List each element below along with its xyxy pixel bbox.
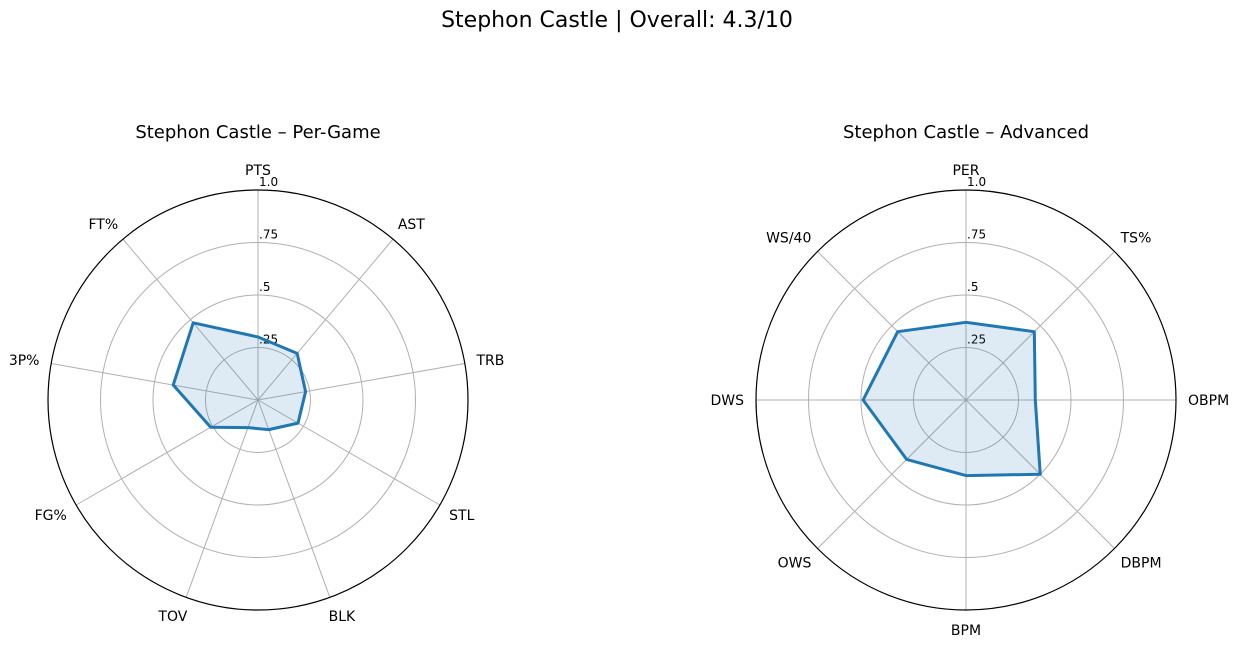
spoke-ts-pct xyxy=(965,251,1115,401)
spoke-stl xyxy=(257,399,441,506)
axis-label-bpm: BPM xyxy=(951,623,981,639)
axis-label-obpm: OBPM xyxy=(1188,393,1229,409)
radial-tick-label: .5 xyxy=(259,280,270,294)
spoke-fg-pct xyxy=(75,399,259,506)
data-area xyxy=(173,322,306,430)
spoke-blk xyxy=(257,399,331,598)
radial-tick-label: .25 xyxy=(967,333,986,347)
data-line xyxy=(171,321,308,432)
axis-label-ft-pct: FT% xyxy=(88,217,118,233)
axis-label-stl: STL xyxy=(449,508,474,524)
spoke-ast xyxy=(257,238,394,401)
data-area xyxy=(863,322,1041,476)
axis-label-ast: AST xyxy=(398,217,425,233)
axis-label-ws-40: WS/40 xyxy=(766,230,811,246)
polar-frame xyxy=(755,189,1177,611)
panel-title: Stephon Castle – Per-Game xyxy=(135,122,380,143)
radial-tick-label: .75 xyxy=(967,228,986,242)
axis-label-ows: OWS xyxy=(778,556,812,572)
data-line xyxy=(861,320,1042,478)
axis-label-per: PER xyxy=(952,163,979,179)
axis-label-fg-pct: FG% xyxy=(35,508,67,524)
figure-title: Stephon Castle | Overall: 4.3/10 xyxy=(441,8,793,33)
radial-tick-label: 1.0 xyxy=(259,175,278,189)
axis-label-blk: BLK xyxy=(329,609,356,625)
panel-title: Stephon Castle – Advanced xyxy=(843,122,1089,143)
axis-label-3p-pct: 3P% xyxy=(9,353,40,369)
spoke-trb xyxy=(257,363,465,401)
axis-label-dws: DWS xyxy=(710,393,744,409)
polar-frame xyxy=(47,189,469,611)
axis-label-ts-pct: TS% xyxy=(1120,230,1152,246)
axis-label-pts: PTS xyxy=(245,163,271,179)
radial-tick-label: 1.0 xyxy=(967,175,986,189)
spoke-ws-40 xyxy=(817,251,967,401)
axis-label-tov: TOV xyxy=(157,609,187,625)
spoke-3p-pct xyxy=(51,363,259,401)
spoke-ows xyxy=(817,399,967,549)
spoke-ft-pct xyxy=(122,238,259,401)
radial-tick-label: .5 xyxy=(967,280,978,294)
radar-panel-per-game: Stephon Castle – Per-Game.25.5.751.0PTSA… xyxy=(9,122,505,625)
axis-label-trb: TRB xyxy=(476,353,505,369)
spoke-tov xyxy=(185,399,259,598)
axis-label-dbpm: DBPM xyxy=(1121,556,1162,572)
radial-tick-label: .75 xyxy=(259,228,278,242)
